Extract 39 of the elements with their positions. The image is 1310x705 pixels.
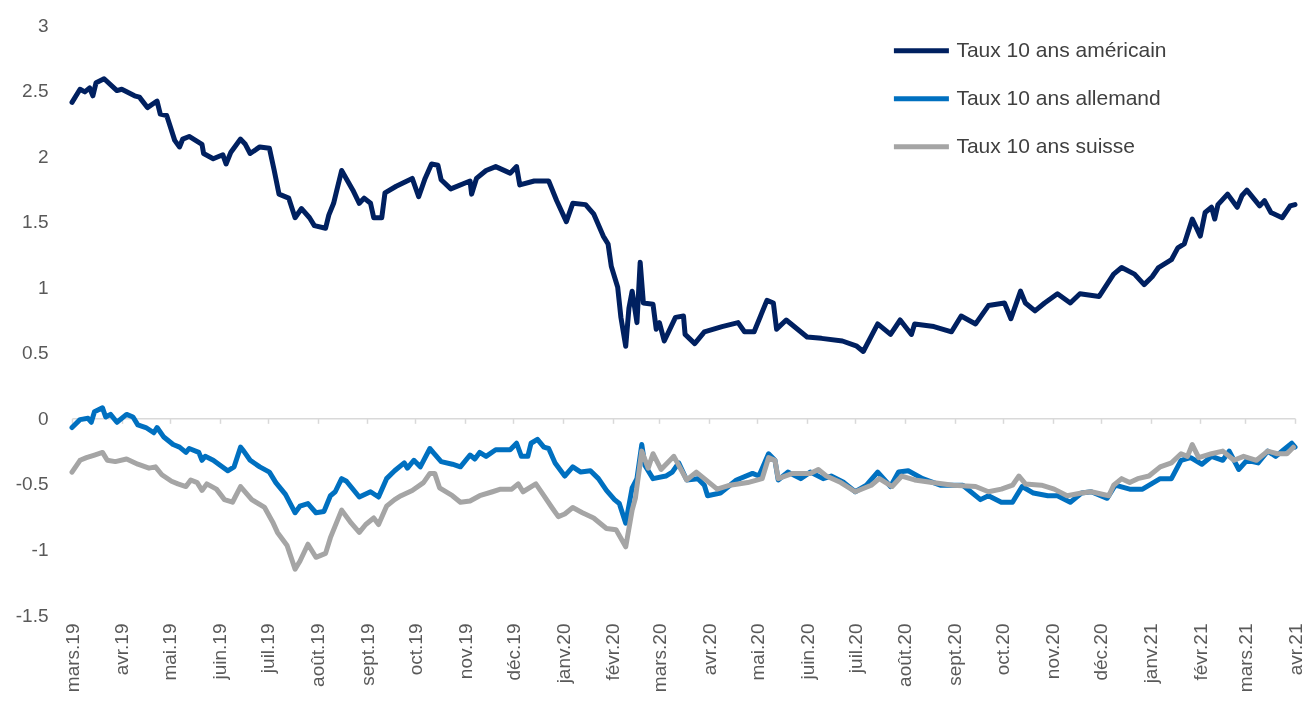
- y-tick-label: 3: [37, 14, 49, 36]
- x-tick-label: avr.19: [111, 623, 133, 676]
- x-tick-label: nov.19: [454, 623, 476, 680]
- x-tick-label: sept.20: [944, 623, 966, 686]
- x-tick-label: nov.20: [1042, 623, 1064, 680]
- legend-label: Taux 10 ans américain: [956, 37, 1167, 61]
- x-tick-label: juil.19: [257, 623, 279, 675]
- x-tick-label: mars.21: [1234, 623, 1256, 693]
- x-tick-label: août.19: [307, 623, 329, 687]
- y-tick-label: 2: [37, 145, 49, 167]
- x-tick-label: déc.20: [1090, 623, 1112, 681]
- x-tick-label: mai.20: [746, 623, 768, 681]
- x-tick-label: janv.20: [552, 623, 574, 685]
- x-tick-label: avr.20: [698, 623, 720, 676]
- legend-label: Taux 10 ans allemand: [956, 85, 1161, 109]
- legend-label: Taux 10 ans suisse: [956, 133, 1136, 157]
- y-tick-label: 2.5: [22, 80, 49, 102]
- x-tick-label: déc.19: [502, 623, 524, 681]
- x-tick-label: août.20: [894, 623, 916, 687]
- x-tick-label: mai.19: [159, 623, 181, 681]
- x-tick-label: mars.19: [61, 623, 83, 693]
- x-tick-label: juin.19: [209, 623, 231, 681]
- y-tick-label: 0: [37, 407, 49, 429]
- x-tick-label: oct.19: [404, 623, 426, 676]
- x-tick-label: janv.21: [1140, 623, 1162, 685]
- x-tick-label: avr.21: [1284, 623, 1306, 676]
- x-tick-label: sept.19: [356, 623, 378, 686]
- y-tick-label: 0.5: [22, 342, 49, 364]
- y-tick-label: 1: [37, 276, 49, 298]
- y-tick-label: -1: [31, 538, 49, 560]
- y-tick-label: -0.5: [15, 473, 49, 495]
- x-tick-label: févr.20: [602, 623, 624, 681]
- x-tick-label: juin.20: [796, 623, 818, 681]
- y-tick-label: -1.5: [15, 604, 49, 626]
- x-tick-label: oct.20: [992, 623, 1014, 676]
- x-tick-label: juil.20: [844, 623, 866, 675]
- x-tick-label: févr.21: [1189, 623, 1211, 681]
- x-tick-label: mars.20: [648, 623, 670, 693]
- y-tick-label: 1.5: [22, 211, 49, 233]
